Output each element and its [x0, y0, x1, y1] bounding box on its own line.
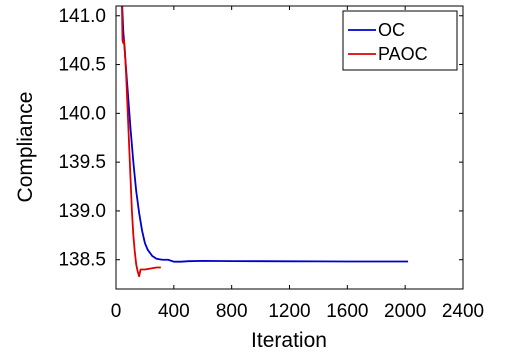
x-tick-label: 400 — [158, 301, 190, 322]
y-tick-label: 141.0 — [58, 6, 106, 27]
legend-label-paoc: PAOC — [378, 44, 428, 64]
series-layer — [121, 6, 409, 278]
x-tick-label: 800 — [216, 301, 248, 322]
legend-box — [342, 10, 458, 71]
x-tick-label: 2000 — [384, 301, 426, 322]
y-tick-label: 139.5 — [58, 152, 106, 173]
series-line-paoc — [121, 6, 161, 278]
y-axis-label: Compliance — [14, 92, 37, 203]
y-tick-label: 139.0 — [58, 201, 106, 222]
x-tick-label: 1600 — [326, 301, 368, 322]
legend-label-oc: OC — [378, 20, 405, 40]
x-tick-label: 2400 — [442, 301, 484, 322]
y-tick-label: 140.5 — [58, 55, 106, 76]
axis-ticks: 0 400 800 1200 1600 2000 2400 138.5 139.0 139.5 14… — [58, 6, 484, 322]
series-line-oc — [121, 6, 409, 263]
y-tick-label: 138.5 — [58, 250, 106, 271]
x-tick-label: 0 — [111, 301, 122, 322]
legend: OC PAOC — [342, 10, 458, 71]
x-axis-label: Iteration — [251, 329, 327, 352]
x-tick-label: 1200 — [268, 301, 310, 322]
y-tick-label: 140.0 — [58, 103, 106, 124]
